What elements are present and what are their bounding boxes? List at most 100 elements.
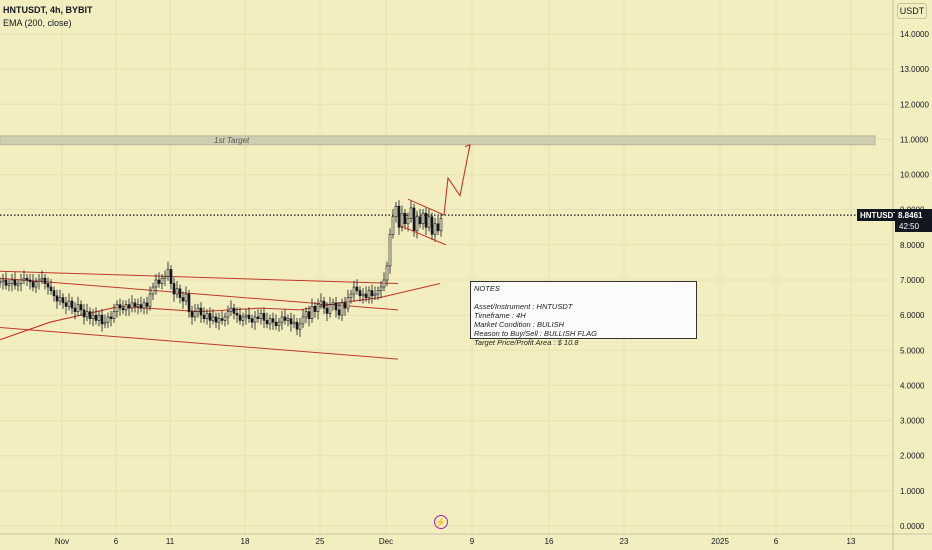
candle-body	[100, 314, 104, 325]
candle-body	[13, 279, 17, 286]
candle	[391, 209, 395, 239]
candle-body	[229, 307, 233, 312]
channel-upper-line	[0, 270, 399, 285]
candle-body	[133, 302, 137, 307]
candle	[4, 272, 8, 290]
currency-button[interactable]: USDT	[897, 3, 927, 19]
candle-body	[205, 313, 209, 319]
chart-grid	[0, 0, 893, 534]
lightning-bolt-icon[interactable]: ⚡	[434, 515, 448, 529]
time-tick-label: 23	[620, 537, 629, 546]
candle	[193, 303, 197, 322]
target-zone-band	[0, 135, 876, 146]
time-tick-label: Dec	[379, 537, 393, 546]
candle-body	[424, 212, 428, 228]
candle	[334, 296, 338, 318]
candle-body	[352, 286, 356, 295]
price-tick-label: 11.0000	[900, 135, 929, 144]
candle-body	[43, 277, 47, 284]
candle-body	[157, 279, 161, 284]
candle-body	[208, 313, 212, 321]
candle	[142, 298, 146, 315]
target-label: 1st Target	[214, 136, 250, 145]
price-tick-label: 5.0000	[900, 346, 925, 355]
candle-body	[412, 207, 416, 232]
candle-body	[298, 323, 302, 330]
candle-body	[199, 307, 203, 316]
candle	[16, 279, 20, 292]
candle-body	[139, 304, 143, 309]
channel-lower-line	[0, 326, 399, 360]
candle-body	[220, 318, 224, 321]
candle	[58, 289, 62, 306]
candle-body	[67, 300, 71, 307]
candle	[253, 310, 257, 330]
candle	[214, 312, 218, 329]
price-tick-label: 10.0000	[900, 171, 929, 180]
candle-body	[391, 216, 395, 235]
candle-body	[340, 302, 344, 316]
candle	[355, 279, 359, 295]
price-tick-label: 12.0000	[900, 100, 929, 109]
price-tick-label: 13.0000	[900, 65, 929, 74]
candle-body	[61, 297, 65, 304]
projection-arrowhead	[464, 143, 471, 151]
candle-body	[211, 316, 215, 321]
candle	[61, 293, 65, 309]
candle	[88, 307, 92, 325]
flag-lower-line	[399, 225, 447, 246]
indicator-title[interactable]: EMA (200, close)	[3, 18, 72, 28]
time-tick-label: 18	[241, 537, 250, 546]
candle-body	[19, 279, 23, 284]
candle-body	[373, 293, 377, 297]
notes-box[interactable]: NOTES Asset/Instrument : HNTUSDT Timefra…	[470, 281, 697, 347]
candle-body	[241, 316, 245, 321]
candle-body	[394, 205, 398, 218]
candle-body	[106, 316, 110, 323]
candle	[181, 291, 185, 309]
candle-body	[247, 314, 251, 319]
candle	[10, 274, 14, 292]
candle-body	[310, 306, 314, 319]
candle-body	[268, 318, 272, 325]
candle-body	[0, 281, 2, 284]
candle	[166, 261, 170, 281]
candle-body	[313, 306, 317, 312]
chart-legend: HNTUSDT, 4h, BYBIT EMA (200, close)	[3, 4, 93, 30]
candle	[0, 277, 2, 288]
price-axis[interactable]: 0.0000 1.0000 2.0000 3.0000 4.0000 5.0000 6.00…	[900, 30, 929, 531]
candle	[115, 300, 119, 318]
candle	[223, 312, 227, 327]
candle-body	[328, 304, 332, 314]
candle	[64, 296, 68, 315]
candle	[436, 216, 440, 236]
candle	[271, 312, 275, 330]
candle	[415, 210, 419, 239]
candle	[40, 270, 44, 285]
candle-body	[223, 316, 227, 321]
time-axis[interactable]: Nov 6 11 18 25 Dec 9 16 23 2025 6 13	[55, 537, 856, 546]
candle-body	[25, 277, 29, 281]
candle	[421, 209, 425, 230]
candle-body	[97, 314, 101, 321]
candle	[145, 296, 149, 315]
candle	[109, 310, 113, 327]
candle	[7, 279, 11, 292]
candle-body	[49, 286, 53, 291]
price-tick-label: 6.0000	[900, 311, 925, 320]
candle	[247, 307, 251, 323]
ema-200-line	[0, 282, 441, 341]
candle	[250, 314, 254, 329]
candle	[268, 314, 272, 330]
symbol-title[interactable]: HNTUSDT, 4h, BYBIT	[3, 5, 93, 15]
candle	[49, 279, 53, 295]
candle	[106, 312, 110, 329]
candle	[70, 296, 74, 315]
candle	[298, 317, 302, 337]
candle	[301, 309, 305, 329]
candle-body	[184, 293, 188, 302]
candle	[316, 298, 320, 320]
candle	[430, 212, 434, 241]
candle	[85, 303, 89, 322]
